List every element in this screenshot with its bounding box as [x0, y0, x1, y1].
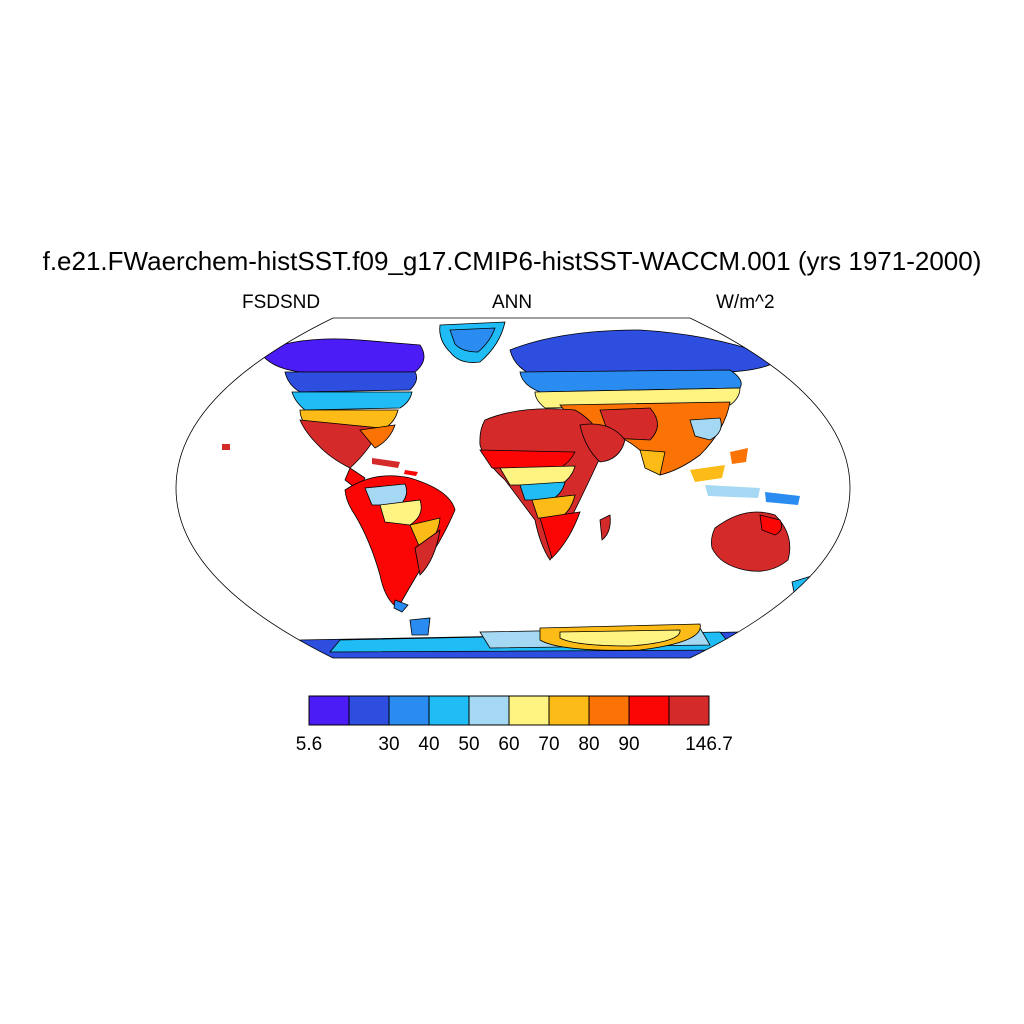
colorbar-swatch — [628, 695, 670, 726]
colorbar-swatch — [388, 695, 430, 726]
arabia — [579, 423, 626, 463]
colorbar-tick-label: 146.7 — [685, 734, 733, 755]
map-boundary — [175, 317, 851, 659]
colorbar — [308, 695, 710, 726]
colorbar-swatch — [348, 695, 390, 726]
colorbar-swatch — [308, 695, 350, 726]
colorbar-swatch — [548, 695, 590, 726]
map-title: f.e21.FWaerchem-histSST.f09_g17.CMIP6-hi… — [42, 246, 982, 276]
colorbar-tick-label: 40 — [418, 734, 440, 755]
season-label: ANN — [491, 292, 533, 313]
colorbar-swatch — [468, 695, 510, 726]
antarctica — [289, 617, 761, 658]
south-america — [344, 475, 456, 613]
colorbar-tick-label: 30 — [378, 734, 400, 755]
africa — [479, 408, 611, 561]
variable-label: FSDSND — [242, 292, 321, 313]
greenland — [439, 321, 506, 363]
units-label: W/m^2 — [716, 292, 775, 313]
eurasia — [509, 329, 781, 476]
colorbar-swatch — [588, 695, 630, 726]
caribbean — [222, 444, 418, 476]
australia — [711, 511, 816, 593]
colorbar-swatch — [668, 695, 710, 726]
colorbar-swatch — [508, 695, 550, 726]
north-america — [259, 338, 425, 491]
colorbar-tick-label: 70 — [538, 734, 560, 755]
colorbar-tick-label: 90 — [618, 734, 640, 755]
maritime-continent — [690, 448, 800, 505]
colorbar-tick-label: 50 — [458, 734, 480, 755]
colorbar-swatch — [428, 695, 470, 726]
colorbar-tick-label: 5.6 — [295, 734, 323, 755]
colorbar-tick-label: 80 — [578, 734, 600, 755]
colorbar-tick-label: 60 — [498, 734, 520, 755]
